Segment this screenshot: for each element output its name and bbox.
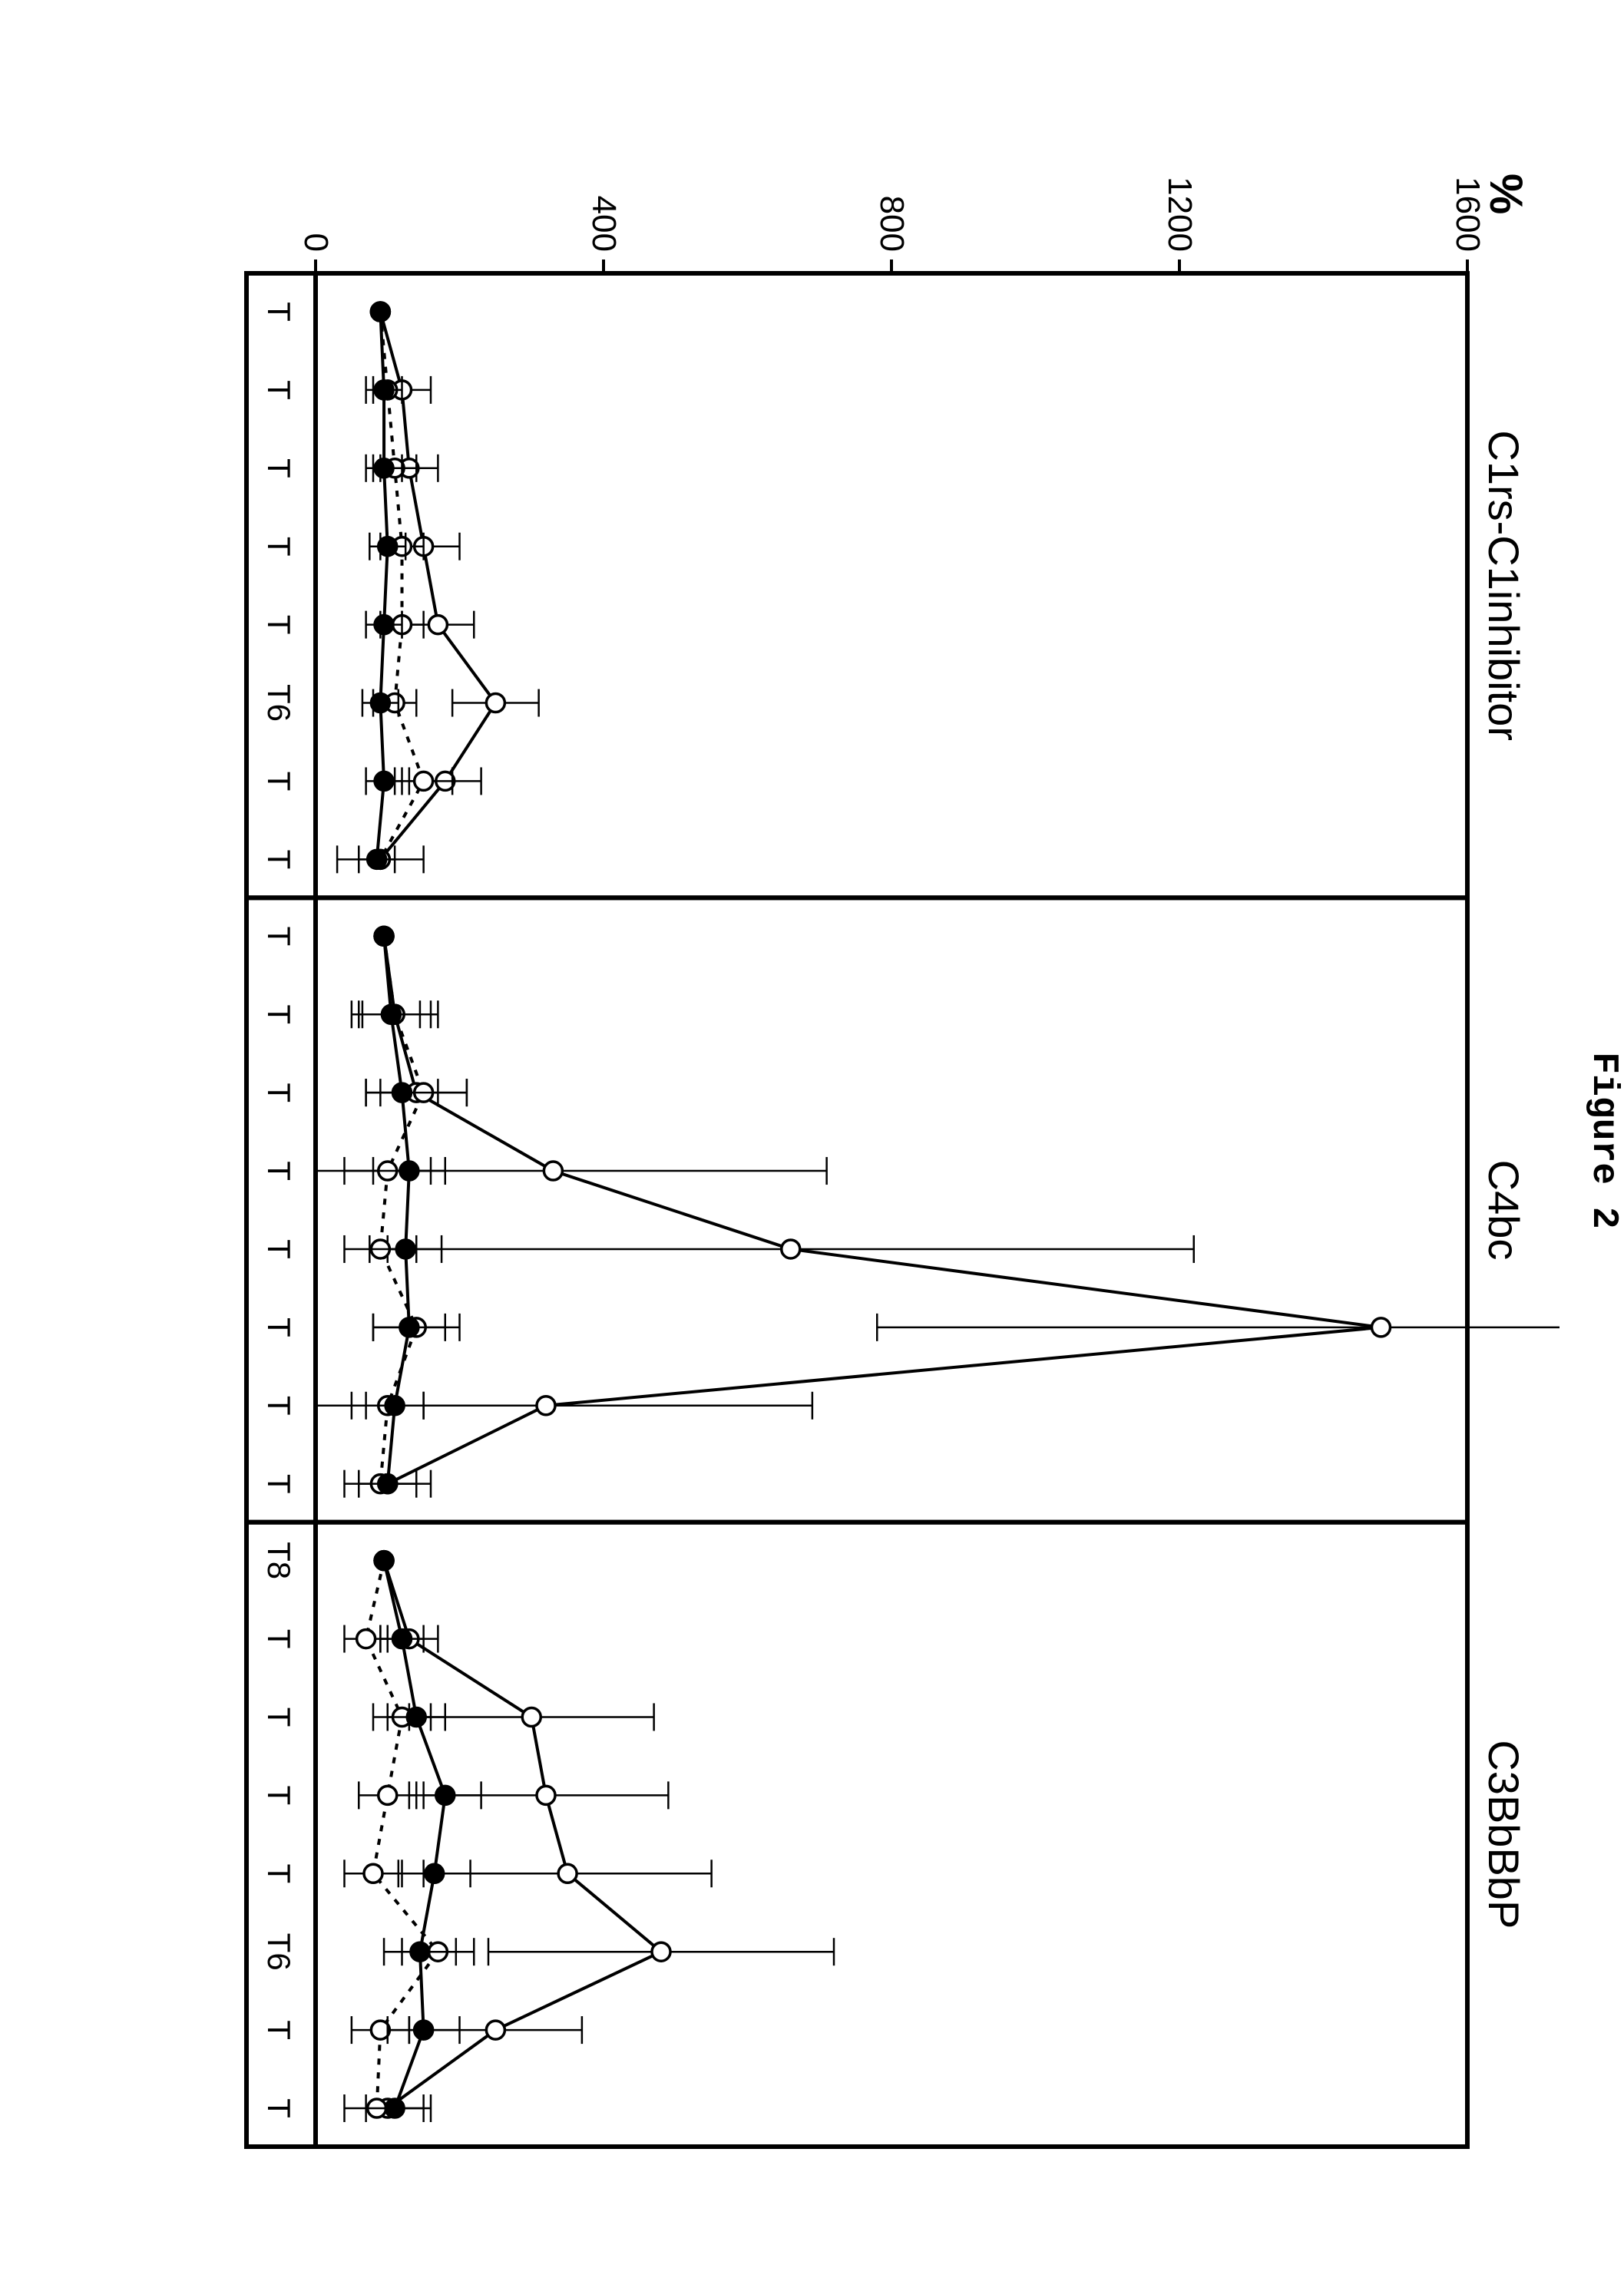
svg-text:T: T	[261, 1004, 297, 1024]
svg-text:T: T	[261, 1161, 297, 1181]
svg-text:T: T	[261, 1628, 297, 1648]
svg-text:T: T	[261, 771, 297, 791]
svg-text:T: T	[261, 380, 297, 400]
svg-text:400: 400	[585, 195, 623, 251]
svg-text:T: T	[261, 1083, 297, 1102]
svg-text:T6: T6	[261, 1932, 297, 1970]
figure-wrapper: Figure 2 % 0 400 800 1200 1600 C1rs-C1inhibito…	[0, 0, 1624, 2281]
chart-container: % 0 400 800 1200 1600 C1rs-C1inhibitor T T T T T T6 T…	[177, 104, 1560, 2177]
svg-text:T: T	[261, 1785, 297, 1805]
svg-text:T: T	[261, 536, 297, 556]
svg-text:T: T	[261, 849, 297, 869]
svg-text:T: T	[261, 302, 297, 322]
svg-text:T6: T6	[261, 684, 297, 722]
svg-text:T: T	[261, 2020, 297, 2040]
svg-text:0: 0	[297, 233, 335, 251]
svg-text:C1rs-C1inhibitor: C1rs-C1inhibitor	[1480, 430, 1528, 741]
svg-text:1600: 1600	[1449, 177, 1487, 252]
svg-text:800: 800	[873, 195, 911, 251]
svg-text:T8: T8	[261, 1542, 297, 1579]
svg-text:T: T	[261, 1239, 297, 1259]
svg-text:1200: 1200	[1161, 177, 1199, 252]
svg-text:T: T	[261, 1863, 297, 1883]
svg-text:T: T	[261, 1707, 297, 1727]
svg-text:C3BbBbP: C3BbBbP	[1480, 1740, 1528, 1929]
svg-text:%: %	[1480, 174, 1532, 214]
svg-text:T: T	[261, 1395, 297, 1415]
figure-title: Figure 2	[1583, 0, 1624, 2281]
svg-text:C4bc: C4bc	[1480, 1159, 1528, 1260]
svg-text:T: T	[261, 1317, 297, 1337]
svg-text:T: T	[261, 1473, 297, 1493]
svg-text:T: T	[261, 2098, 297, 2118]
svg-text:T: T	[261, 926, 297, 946]
svg-text:T: T	[261, 458, 297, 478]
svg-text:T: T	[261, 614, 297, 634]
chart-svg: % 0 400 800 1200 1600 C1rs-C1inhibitor T T T T T T6 T…	[177, 104, 1560, 2177]
